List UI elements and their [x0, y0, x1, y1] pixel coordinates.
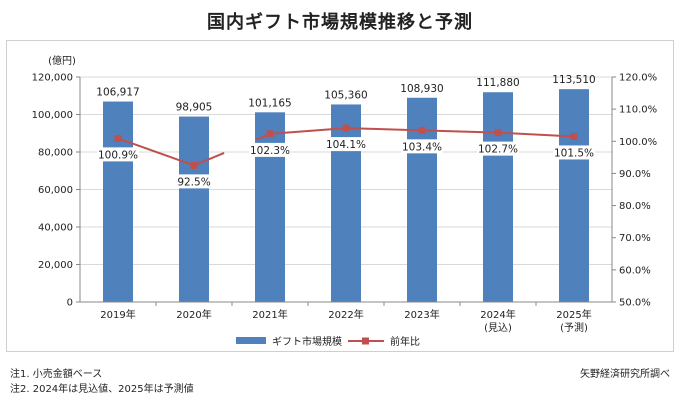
line-value-label: 103.4% [402, 141, 442, 153]
y2-tick-label: 100.0% [619, 137, 657, 148]
y-tick-label: 0 [67, 298, 73, 309]
x-tick-label: 2019年 [100, 308, 135, 321]
x-tick-label: 2022年 [328, 308, 363, 321]
bar-value-label: 113,510 [552, 74, 595, 86]
y2-tick-label: 90.0% [619, 169, 651, 180]
y2-tick-label: 70.0% [619, 233, 651, 244]
y2-tick-label: 110.0% [619, 105, 657, 116]
y2-tick-label: 60.0% [619, 265, 651, 276]
legend-line-label: 前年比 [390, 335, 420, 348]
bar-value-label: 106,917 [96, 87, 139, 99]
line-segment [345, 127, 423, 132]
line-segment [421, 129, 499, 134]
labels-layer: 106,917 98,905 101,165 105,360 108,930 111,88… [96, 74, 596, 189]
line-point [494, 129, 502, 137]
note-2: 注2. 2024年は見込値、2025年は予測値 [10, 384, 194, 395]
bar-value-label: 98,905 [176, 102, 213, 114]
line-label-bg [477, 141, 519, 156]
legend: ギフト市場規模 前年比 [236, 335, 420, 348]
line-segment [117, 137, 195, 167]
y-tick-label: 100,000 [32, 110, 73, 121]
x-tick-sublabel: (見込) [484, 322, 512, 334]
bar [331, 104, 361, 302]
legend-bar-swatch [236, 337, 266, 344]
line-point [342, 124, 350, 132]
x-tick-label: 2023年 [404, 308, 439, 321]
y2-tick-label: 80.0% [619, 201, 651, 212]
line-point [418, 126, 426, 134]
bar [179, 116, 209, 302]
legend-bar-label: ギフト市場規模 [272, 335, 342, 348]
line-label-bg [97, 147, 139, 162]
line-segment [193, 151, 225, 167]
bar [483, 92, 513, 302]
line-label-bg [173, 174, 215, 189]
line-value-label: 104.1% [326, 139, 366, 151]
note-1: 注1. 小売金額ベース [10, 369, 103, 380]
line-point [190, 161, 198, 169]
line-value-label: 92.5% [177, 176, 210, 188]
line-segment [269, 127, 347, 135]
line-label-bg [249, 142, 291, 157]
line-layer [114, 124, 578, 169]
x-tick-label: 2021年 [252, 308, 287, 321]
y-tick-label: 40,000 [38, 223, 73, 234]
y-tick-label: 60,000 [38, 185, 73, 196]
combo-chart: 106,917 98,905 101,165 105,360 108,930 111,88… [32, 54, 658, 348]
legend-line-marker [362, 337, 369, 345]
chart-title: 国内ギフト市場規模推移と予測 [207, 12, 473, 33]
x-tick-label: 2025年 [556, 308, 591, 321]
line-segment [497, 131, 575, 138]
bar [103, 101, 133, 302]
line-value-label: 101.5% [554, 147, 594, 159]
y-unit-label: (億円) [48, 54, 76, 67]
y2-tick-label: 50.0% [619, 298, 651, 309]
bar-value-label: 101,165 [248, 97, 291, 109]
x-tick-label: 2020年 [176, 308, 211, 321]
x-tick-label: 2024年 [480, 308, 515, 321]
line-point [266, 130, 274, 138]
y-tick-label: 80,000 [38, 148, 73, 159]
chart-frame [6, 40, 674, 352]
line-value-label: 102.3% [250, 145, 290, 157]
line-label-bg [553, 145, 595, 160]
bar [255, 112, 285, 302]
line-point [570, 132, 578, 140]
line-value-label: 100.9% [98, 149, 138, 161]
line-point [114, 134, 122, 142]
axes-layer: 0 20,000 40,000 60,000 80,000 100,000 120,000 5… [32, 54, 658, 334]
bar-value-label: 105,360 [324, 89, 367, 101]
bar-value-label: 111,880 [476, 77, 519, 89]
y-tick-label: 20,000 [38, 260, 73, 271]
bars-layer [103, 89, 589, 302]
y2-tick-label: 120.0% [619, 73, 657, 84]
line-label-bg [325, 137, 367, 152]
line-value-label: 102.7% [478, 144, 518, 156]
x-tick-sublabel: (予測) [560, 321, 588, 334]
line-label-bg [401, 139, 443, 154]
source-note: 矢野経済研究所調べ [580, 369, 670, 380]
bar [559, 89, 589, 302]
y-tick-label: 120,000 [32, 73, 73, 84]
bar-value-label: 108,930 [400, 83, 443, 95]
